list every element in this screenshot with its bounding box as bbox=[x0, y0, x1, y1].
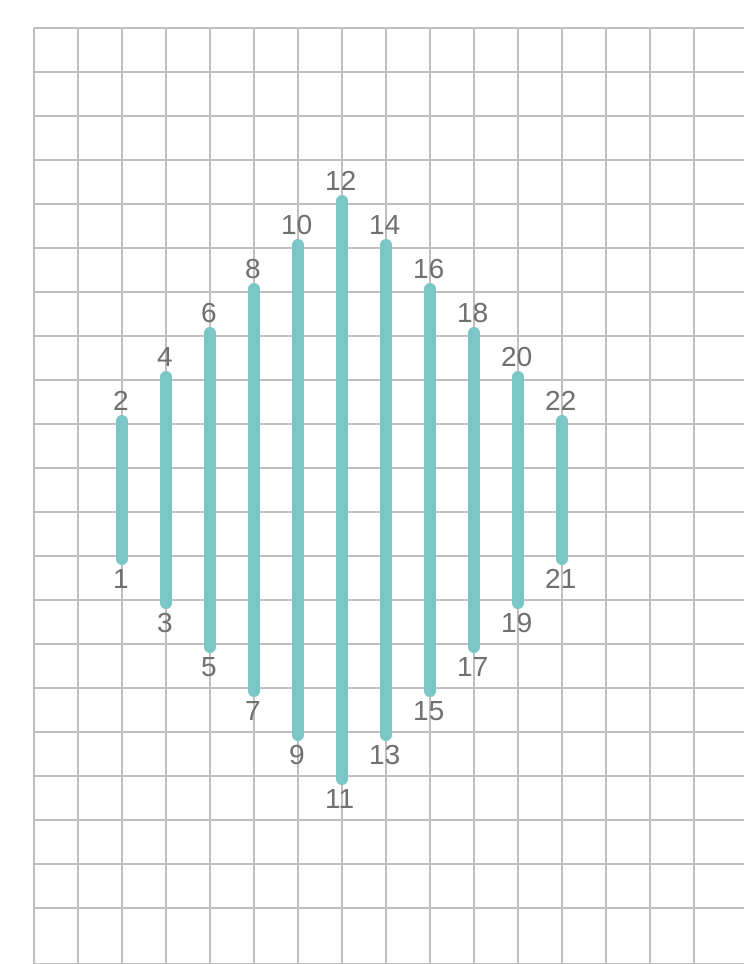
grid-line-horizontal bbox=[34, 775, 744, 777]
stitch-line bbox=[556, 415, 568, 565]
stitch-number-top: 6 bbox=[201, 299, 217, 327]
grid-line-horizontal bbox=[34, 907, 744, 909]
stitch-number-top: 18 bbox=[457, 299, 488, 327]
stitch-number-bottom: 11 bbox=[325, 785, 354, 813]
stitch-number-top: 14 bbox=[369, 211, 400, 239]
stitch-number-top: 16 bbox=[413, 255, 444, 283]
stitch-number-bottom: 13 bbox=[369, 741, 400, 769]
stitch-number-bottom: 19 bbox=[501, 609, 532, 637]
grid-line-horizontal bbox=[34, 203, 744, 205]
stitch-line bbox=[160, 371, 172, 609]
stitch-number-top: 22 bbox=[545, 387, 576, 415]
stitch-number-top: 12 bbox=[325, 167, 356, 195]
stitch-line bbox=[380, 239, 392, 741]
grid-line-horizontal bbox=[34, 819, 744, 821]
stitch-line bbox=[292, 239, 304, 741]
stitch-number-bottom: 7 bbox=[245, 697, 261, 725]
grid-line-horizontal bbox=[34, 159, 744, 161]
grid-line-horizontal bbox=[34, 115, 744, 117]
stitch-number-bottom: 3 bbox=[157, 609, 173, 637]
grid-line-vertical bbox=[77, 28, 79, 964]
stitch-line bbox=[204, 327, 216, 653]
stitch-line bbox=[512, 371, 524, 609]
stitch-line bbox=[248, 283, 260, 697]
grid-line-vertical bbox=[33, 28, 35, 964]
stitch-line bbox=[424, 283, 436, 697]
stitch-number-top: 20 bbox=[501, 343, 532, 371]
stitch-number-bottom: 9 bbox=[289, 741, 305, 769]
stitch-number-top: 4 bbox=[157, 343, 173, 371]
grid-line-vertical bbox=[605, 28, 607, 964]
stitch-number-bottom: 5 bbox=[201, 653, 217, 681]
stitch-number-bottom: 21 bbox=[545, 565, 576, 593]
grid-line-vertical bbox=[693, 28, 695, 964]
stitch-number-top: 2 bbox=[113, 387, 129, 415]
stitch-number-top: 8 bbox=[245, 255, 261, 283]
grid-line-horizontal bbox=[34, 863, 744, 865]
stitch-line bbox=[468, 327, 480, 653]
grid-line-horizontal bbox=[34, 71, 744, 73]
stitch-number-bottom: 17 bbox=[457, 653, 488, 681]
stitch-number-bottom: 15 bbox=[413, 697, 444, 725]
stitch-diagram: 21436587109121114131615181720192221 bbox=[0, 0, 744, 964]
stitch-line bbox=[336, 195, 348, 785]
grid-line-horizontal bbox=[34, 27, 744, 29]
stitch-number-bottom: 1 bbox=[113, 565, 129, 593]
grid-line-vertical bbox=[649, 28, 651, 964]
stitch-line bbox=[116, 415, 128, 565]
stitch-number-top: 10 bbox=[281, 211, 312, 239]
